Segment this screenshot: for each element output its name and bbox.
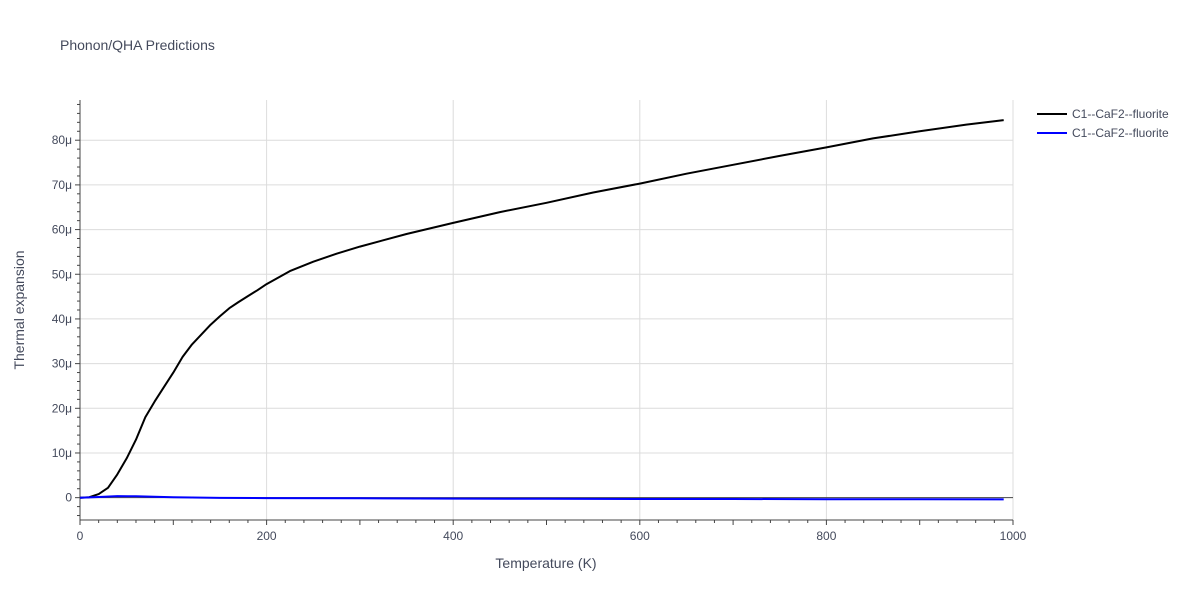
- x-tick-label: 600: [630, 529, 650, 543]
- x-axis-title: Temperature (K): [495, 555, 596, 571]
- y-tick-label: 50μ: [52, 267, 72, 281]
- y-tick-label: 40μ: [52, 312, 72, 326]
- y-tick-label: 80μ: [52, 133, 72, 147]
- x-tick-label: 400: [443, 529, 463, 543]
- plot-area: [79, 119, 1004, 501]
- legend[interactable]: C1--CaF2--fluorite C1--CaF2--fluorite: [1037, 107, 1169, 140]
- x-tick-label: 1000: [1000, 529, 1027, 543]
- x-tick-label: 800: [816, 529, 836, 543]
- legend-label[interactable]: C1--CaF2--fluorite: [1072, 107, 1169, 121]
- y-tick-label: 10μ: [52, 446, 72, 460]
- series-line-0[interactable]: [79, 119, 1004, 499]
- x-tick-label: 0: [77, 529, 84, 543]
- grid-lines: [80, 100, 1014, 520]
- y-tick-label: 0: [65, 491, 72, 505]
- legend-label[interactable]: C1--CaF2--fluorite: [1072, 126, 1169, 140]
- y-tick-label: 60μ: [52, 223, 72, 237]
- x-tick-label: 200: [257, 529, 277, 543]
- series-line-1[interactable]: [79, 495, 1004, 501]
- y-tick-label: 20μ: [52, 401, 72, 415]
- y-tick-label: 30μ: [52, 357, 72, 371]
- y-tick-label: 70μ: [52, 178, 72, 192]
- axes: 0 200 400 600 800 1000 0 10μ 20μ 30μ 40μ 50μ 60μ 70μ 8…: [52, 100, 1027, 543]
- chart-title: Phonon/QHA Predictions: [60, 37, 215, 53]
- y-axis-title: Thermal expansion: [11, 250, 27, 369]
